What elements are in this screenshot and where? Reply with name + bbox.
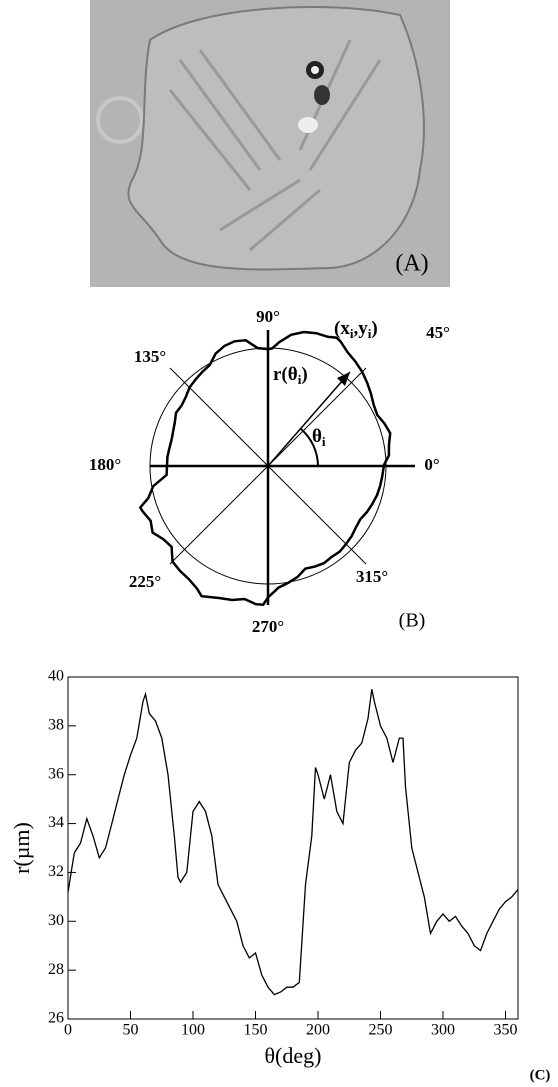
panel-label: (B) [399, 610, 426, 632]
text-part: θ [312, 426, 322, 447]
angle-label: 135° [134, 347, 166, 366]
x-tick-label: 100 [181, 1022, 205, 1039]
angle-symbol: θi [312, 426, 326, 449]
x-axis-label: θ(deg) [265, 1043, 322, 1068]
angle-label: 0° [424, 455, 439, 474]
text-part: r(θ [273, 364, 298, 385]
x-tick-label: 350 [494, 1022, 518, 1039]
text-part: (x [334, 318, 350, 339]
x-tick-label: 50 [123, 1022, 139, 1039]
text-part: i [322, 434, 326, 449]
y-tick-label: 40 [48, 668, 64, 685]
plot-frame [68, 677, 518, 1019]
panel-label: (A) [395, 251, 428, 277]
y-tick-label: 38 [48, 717, 64, 734]
text-part: ) [301, 364, 307, 385]
text-part: ) [371, 318, 377, 339]
angle-label: 90° [256, 307, 280, 326]
micrograph [90, 0, 450, 287]
x-tick-label: 150 [244, 1022, 268, 1039]
x-tick-label: 0 [64, 1022, 72, 1039]
y-tick-label: 26 [48, 1010, 64, 1027]
radius-label: r(θi) [273, 364, 308, 387]
y-tick-label: 32 [48, 863, 64, 880]
angle-label: 270° [252, 617, 284, 636]
angle-label: 225° [129, 572, 161, 591]
text-part: ,y [353, 318, 368, 339]
angle-label: 180° [89, 455, 121, 474]
x-tick-label: 250 [369, 1022, 393, 1039]
x-tick-label: 300 [431, 1022, 455, 1039]
y-tick-label: 28 [48, 961, 64, 978]
panel-label: (C) [530, 1067, 551, 1083]
point-label: (xi,yi) [334, 318, 378, 341]
y-axis-label: r(µm) [9, 822, 34, 874]
angle-label: 45° [426, 323, 450, 342]
y-tick-label: 34 [48, 814, 64, 831]
y-tick-label: 36 [48, 765, 64, 782]
angle-label: 315° [356, 567, 388, 586]
data-line [68, 689, 518, 994]
y-tick-label: 30 [48, 912, 64, 929]
figure: (A) 90° 45° 135° 180° 0° 225° 315° 270° … [0, 0, 558, 1087]
x-tick-label: 200 [306, 1022, 330, 1039]
